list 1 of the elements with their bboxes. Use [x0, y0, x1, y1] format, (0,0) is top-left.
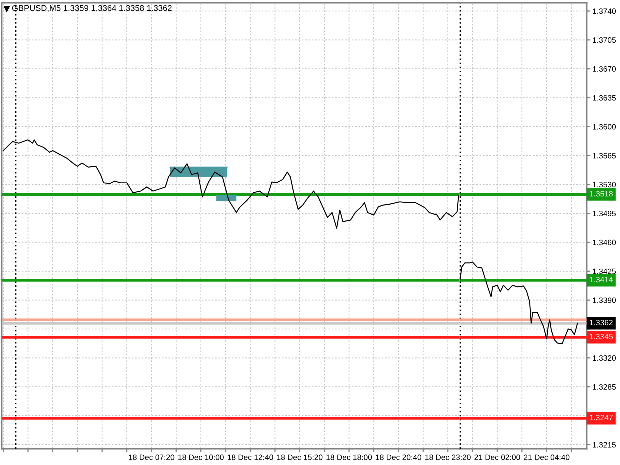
chart-title: GBPUSD,M5 1.3359 1.3364 1.3358 1.3362: [12, 5, 172, 12]
